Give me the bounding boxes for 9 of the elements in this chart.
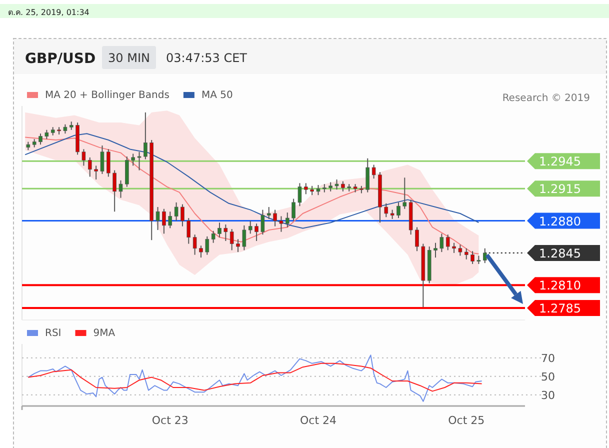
annotation: ต.ค. 25, 2019, 01:34 — [8, 8, 90, 17]
annotation: 30 MIN — [108, 51, 150, 65]
annotation: 03:47:53 CET — [166, 51, 247, 65]
legend: RSI — [45, 328, 62, 339]
annotation: Research © 2019 — [502, 93, 590, 104]
legend: 9MA — [93, 328, 116, 339]
title: GBP/USD — [25, 51, 96, 67]
legend: MA 50 — [201, 90, 233, 101]
legend: MA 20 + Bollinger Bands — [45, 90, 170, 101]
